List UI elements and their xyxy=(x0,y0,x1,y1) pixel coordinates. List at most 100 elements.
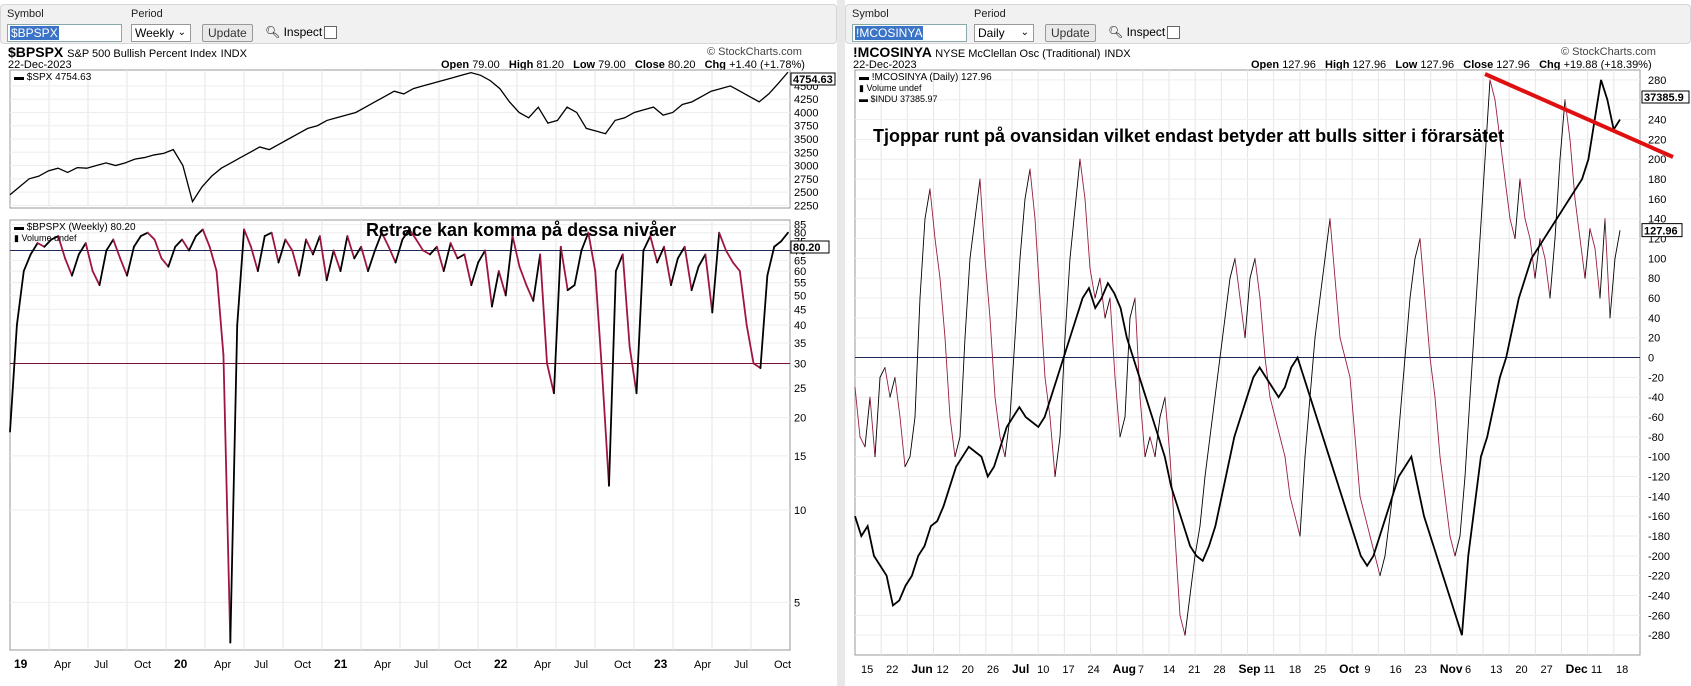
y-tick-label: 10 xyxy=(794,505,806,517)
x-tick-label: 20 xyxy=(962,664,974,676)
inspect-toggle[interactable]: 🔍︎ Inspect xyxy=(265,25,323,39)
bpspx-segment xyxy=(298,238,307,277)
chart-date: 22-Dec-2023 xyxy=(853,59,917,71)
y-tick-label: 240 xyxy=(1648,115,1666,127)
x-tick-label: Jul xyxy=(1012,662,1029,676)
bpspx-segment xyxy=(539,253,548,365)
mcclellan-segment xyxy=(1224,277,1231,319)
mcclellan-segment xyxy=(1554,158,1561,240)
bpspx-segment xyxy=(559,245,569,292)
mcclellan-segment xyxy=(1349,376,1356,438)
bpspx-segment xyxy=(663,245,672,287)
ohlc-readout: Open 127.96 High 127.96 Low 127.96 Close… xyxy=(1251,59,1652,71)
x-tick-label: Nov xyxy=(1440,662,1463,676)
inspect-checkbox[interactable] xyxy=(324,26,337,39)
y-tick-label: 3000 xyxy=(794,161,818,173)
bpspx-segment xyxy=(71,253,80,277)
mcclellan-segment xyxy=(1579,238,1586,279)
bpspx-segment xyxy=(153,238,163,260)
mcclellan-segment xyxy=(1564,99,1571,140)
bpspx-segment xyxy=(222,353,232,644)
bpspx-segment xyxy=(601,371,610,487)
bpspx-segment xyxy=(745,324,755,365)
y-tick-label: 2750 xyxy=(794,174,818,186)
mcclellan-segment xyxy=(1044,376,1051,418)
bpspx-segment xyxy=(215,270,225,356)
bpspx-segment xyxy=(649,235,659,264)
volume-legend: ▮ Volume undef xyxy=(14,233,77,243)
bpspx-segment xyxy=(387,245,397,264)
x-tick-label: Jun xyxy=(911,662,932,676)
chart-date: 22-Dec-2023 xyxy=(8,59,72,71)
y-tick-label: -40 xyxy=(1648,392,1664,404)
mcclellan-segment xyxy=(1229,257,1236,279)
mcclellan-segment xyxy=(1024,168,1031,200)
mcclellan-segment xyxy=(1454,535,1461,557)
mcclellan-segment xyxy=(864,396,871,448)
right-chart-panel: Symbol !MCOSINYA Period Daily ⌄ Update 🔍︎… xyxy=(845,0,1691,686)
symbol-input[interactable]: !MCOSINYA xyxy=(852,24,967,42)
mcclellan-segment xyxy=(1599,218,1606,299)
mcclellan-segment xyxy=(1299,456,1306,537)
x-tick-label: 17 xyxy=(1062,664,1074,676)
inspect-checkbox[interactable] xyxy=(1167,26,1180,39)
mcclellan-segment xyxy=(1484,79,1491,160)
symbol-input[interactable]: $BPSPX xyxy=(7,24,122,42)
mcclellan-segment xyxy=(1234,257,1241,299)
bpspx-segment xyxy=(339,235,349,272)
bpspx-segment xyxy=(697,253,707,268)
mcclellan-segment xyxy=(1254,257,1261,299)
last-value-label: 127.96 xyxy=(1644,226,1678,238)
mcclellan-segment xyxy=(1239,297,1246,339)
mcclellan-segment xyxy=(974,178,981,220)
y-tick-label: 4000 xyxy=(794,107,818,119)
x-tick-label: 12 xyxy=(937,664,949,676)
trend-arrow-line xyxy=(1484,72,1674,159)
mcclellan-segment xyxy=(1524,218,1531,240)
inspect-toggle[interactable]: 🔍︎ Inspect xyxy=(1108,25,1166,39)
bpspx-segment xyxy=(353,245,363,260)
mcclellan-segment xyxy=(1149,436,1156,458)
mcclellan-segment xyxy=(889,376,896,398)
bpspx-segment xyxy=(243,228,252,248)
bpspx-segment xyxy=(346,235,356,260)
mcclellan-segment xyxy=(1479,158,1486,240)
y-tick-label: 180 xyxy=(1648,174,1666,186)
bpspx-segment xyxy=(50,235,60,241)
update-button[interactable]: Update xyxy=(202,24,253,42)
y-tick-label: 30 xyxy=(794,359,806,371)
bpspx-segment xyxy=(415,238,424,252)
bpspx-segment xyxy=(642,235,652,252)
mcclellan-segment xyxy=(1584,228,1591,279)
update-button[interactable]: Update xyxy=(1045,24,1096,42)
period-select[interactable]: Weekly ⌄ xyxy=(131,24,191,42)
bpspx-segment xyxy=(511,235,521,268)
mcclellan-segment xyxy=(989,317,996,398)
chart-symbol: !MCOSINYA NYSE McClellan Osc (Traditiona… xyxy=(853,44,1131,60)
mcclellan-segment xyxy=(899,416,906,468)
mcclellan-segment xyxy=(1374,555,1381,577)
mcclellan-segment xyxy=(1284,456,1291,497)
bpspx-segment xyxy=(167,245,177,268)
bpspx-segment xyxy=(9,324,18,433)
bpspx-segment xyxy=(759,274,769,369)
x-tick-label: 20 xyxy=(174,657,188,671)
bpspx-segment xyxy=(43,238,53,248)
brand-watermark: © StockCharts.com xyxy=(707,46,802,58)
bpspx-segment xyxy=(752,362,762,369)
mcclellan-segment xyxy=(854,386,861,438)
mcclellan-segment xyxy=(1249,257,1256,279)
y-tick-label: 0 xyxy=(1648,353,1654,365)
y-tick-label: 3500 xyxy=(794,134,818,146)
bpspx-segment xyxy=(456,253,466,260)
mcclellan-segment xyxy=(1324,218,1331,259)
period-select[interactable]: Daily ⌄ xyxy=(974,24,1034,42)
mcclellan-segment xyxy=(1309,337,1316,398)
bpspx-segment xyxy=(608,270,617,487)
bpspx-segment xyxy=(201,228,211,248)
mcclellan-segment xyxy=(1594,248,1601,299)
y-tick-label: 65 xyxy=(794,255,806,267)
y-tick-label: 140 xyxy=(1648,214,1666,226)
bpspx-segment xyxy=(105,238,115,252)
spx-line xyxy=(9,71,789,204)
